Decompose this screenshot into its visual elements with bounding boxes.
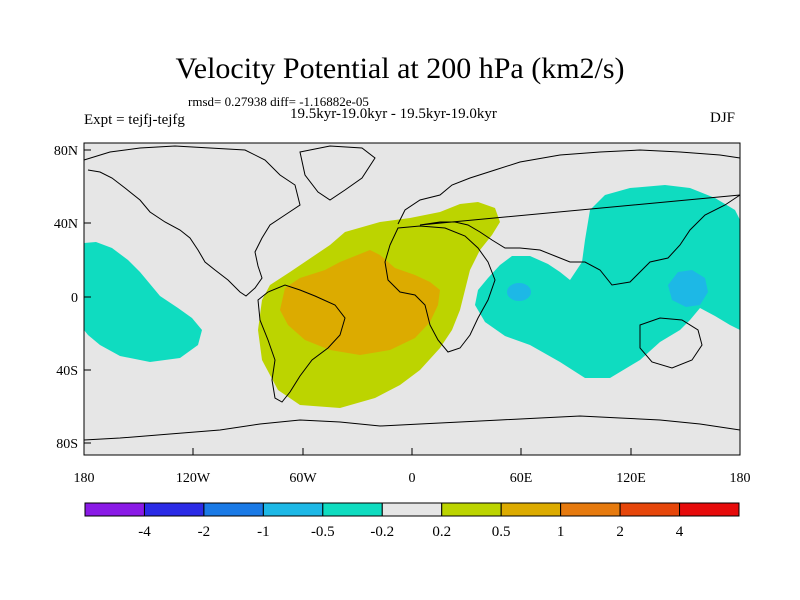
lat-label-0: 0 bbox=[71, 291, 78, 306]
colorbar-label: -1 bbox=[257, 524, 270, 540]
colorbar-label: 0.2 bbox=[432, 524, 451, 540]
colorbar-box bbox=[679, 502, 740, 517]
lon-label-180w: 180 bbox=[74, 471, 95, 486]
colorbar-label: -2 bbox=[198, 524, 211, 540]
colorbar bbox=[84, 502, 740, 517]
colorbar-box bbox=[143, 502, 205, 517]
lon-label-120w: 120W bbox=[176, 471, 211, 486]
colorbar-box bbox=[84, 502, 145, 517]
west-pacific-negative-core-region bbox=[668, 270, 708, 307]
lon-label-0: 0 bbox=[409, 471, 416, 486]
lat-label-40s: 40S bbox=[56, 364, 78, 379]
africa-coast bbox=[384, 225, 496, 353]
lat-label-80n: 80N bbox=[54, 144, 78, 159]
longitude-axis bbox=[83, 448, 741, 455]
period-subtitle: 19.5kyr-19.0kyr - 19.5kyr-19.0kyr bbox=[290, 106, 497, 122]
lat-label-80s: 80S bbox=[56, 437, 78, 452]
season-label: DJF bbox=[710, 110, 736, 126]
lon-label-60e: 60E bbox=[510, 471, 533, 486]
rmsd-diff-stats: rmsd= 0.27938 diff= -1.16882e-05 bbox=[188, 94, 369, 109]
lon-label-120e: 120E bbox=[616, 471, 646, 486]
pacific-negative-east-region bbox=[84, 242, 202, 362]
colorbar-box bbox=[441, 502, 502, 517]
colorbar-box bbox=[262, 502, 324, 517]
colorbar-label: -0.2 bbox=[370, 524, 394, 540]
colorbar-label: 4 bbox=[676, 524, 684, 540]
colorbar-label: 1 bbox=[557, 524, 565, 540]
lon-label-180e: 180 bbox=[730, 471, 751, 486]
colorbar-label: -0.5 bbox=[311, 524, 335, 540]
colorbar-label: -4 bbox=[138, 524, 151, 540]
indian-negative-core-region bbox=[507, 283, 531, 301]
colorbar-label: 2 bbox=[616, 524, 624, 540]
south-america-coast bbox=[257, 284, 346, 403]
colorbar-box bbox=[560, 502, 621, 517]
atlantic-positive-inner-region bbox=[280, 250, 440, 355]
colorbar-label: 0.5 bbox=[492, 524, 511, 540]
colorbar-box bbox=[500, 502, 562, 517]
lat-label-40n: 40N bbox=[54, 217, 78, 232]
colorbar-box bbox=[381, 502, 443, 517]
colorbar-box bbox=[322, 502, 383, 517]
australia-coast bbox=[639, 317, 703, 369]
eurasia-coast bbox=[397, 149, 741, 286]
colorbar-box bbox=[203, 502, 264, 517]
latitude-axis bbox=[84, 149, 91, 444]
greenland-coast bbox=[299, 145, 376, 201]
chart-title: Velocity Potential at 200 hPa (km2/s) bbox=[175, 52, 625, 85]
lon-label-60w: 60W bbox=[289, 471, 317, 486]
experiment-label: Expt = tejfj-tejfg bbox=[84, 112, 185, 128]
antarctica-coast bbox=[83, 415, 741, 441]
colorbar-labels: -4 -2 -1 -0.5 -0.2 0.2 0.5 1 2 4 bbox=[138, 524, 684, 540]
coastlines bbox=[83, 145, 741, 441]
north-america-coast bbox=[83, 145, 301, 297]
indo-pacific-negative-region bbox=[475, 185, 740, 378]
colorbar-box bbox=[619, 502, 681, 517]
